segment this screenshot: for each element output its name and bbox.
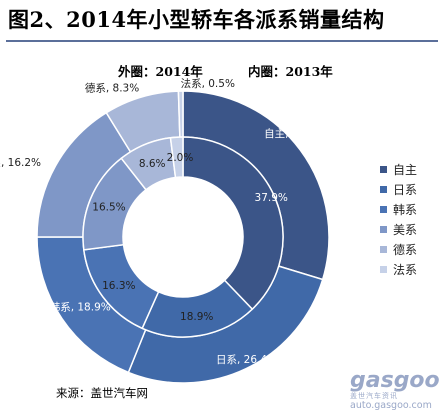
inner-label-1: 18.9%	[180, 311, 213, 323]
gasgoo-watermark: gasgoo 盖世汽车资讯 auto.gasgoo.com	[350, 368, 442, 412]
watermark-cn: 盖世汽车资讯	[350, 392, 398, 400]
outer-label-0: 自主, 29.7%	[264, 127, 325, 140]
inner-label-2: 16.3%	[102, 280, 135, 292]
watermark-logo: gasgoo	[350, 368, 440, 393]
legend-item: 日系	[380, 179, 417, 199]
legend-label: 自主	[393, 162, 418, 177]
legend-item: 法系	[380, 259, 417, 279]
title-underline	[6, 40, 438, 42]
legend-swatch	[380, 165, 387, 173]
outer-label-5: 法系, 0.5%	[181, 77, 235, 90]
outer-label-2: 韩系, 18.9%	[50, 300, 111, 313]
legend-item: 德系	[380, 239, 417, 259]
legend-swatch	[380, 265, 387, 273]
legend-swatch	[380, 205, 387, 213]
legend-swatch	[380, 245, 387, 253]
source-note: 来源：盖世汽车网	[56, 386, 148, 400]
legend-label: 德系	[393, 242, 418, 257]
chart-title: 图2、2014年小型轿车各派系销量结构	[8, 7, 385, 32]
outer-label-4: 德系, 8.3%	[85, 81, 139, 94]
inner-slice-5	[169, 136, 184, 179]
inner-slice-0	[182, 136, 284, 311]
inner-label-0: 37.9%	[255, 192, 288, 204]
legend: 自主 日系 韩系 美系 德系 法系	[380, 159, 417, 279]
legend-item: 韩系	[380, 199, 417, 219]
legend-label: 美系	[393, 222, 418, 237]
legend-swatch	[380, 185, 387, 193]
legend-item: 自主	[380, 159, 417, 179]
subtitle-inner-ring: 内圈：2013年	[248, 64, 333, 79]
inner-label-5: 2.0%	[167, 152, 194, 164]
watermark-url: auto.gasgoo.com	[350, 400, 432, 411]
legend-label: 韩系	[393, 202, 418, 217]
outer-slice-5	[177, 90, 184, 138]
subtitle-outer-ring: 外圈：2014年	[118, 64, 203, 79]
inner-label-3: 16.5%	[92, 202, 125, 214]
legend-item: 美系	[380, 219, 417, 239]
legend-label: 日系	[393, 182, 418, 197]
outer-label-3: 美系, 16.2%	[0, 156, 41, 169]
inner-label-4: 8.6%	[139, 158, 166, 170]
legend-swatch	[380, 225, 387, 233]
legend-label: 法系	[393, 262, 418, 277]
outer-label-1: 日系, 26.4%	[216, 354, 277, 366]
